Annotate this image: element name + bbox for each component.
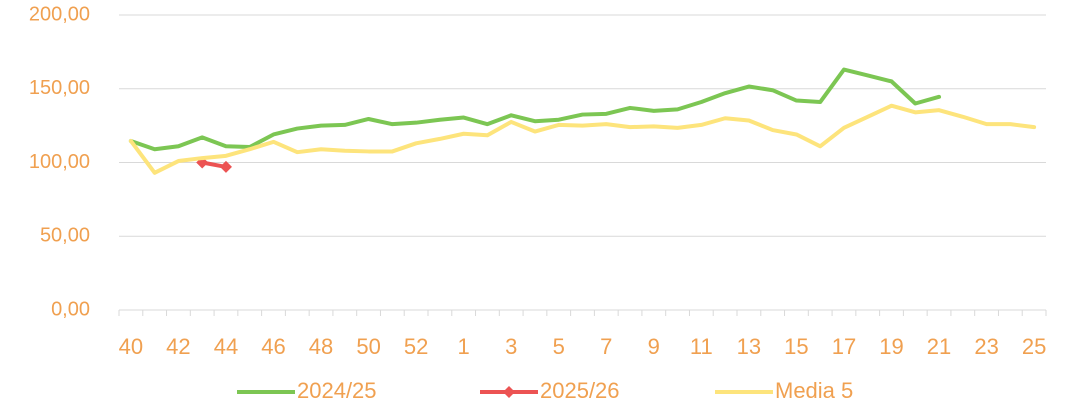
- marker: [219, 160, 232, 173]
- x-tick-label: 1: [458, 334, 470, 359]
- series-line: [128, 103, 1037, 175]
- legend-marker: [503, 386, 515, 398]
- x-tick-label: 23: [974, 334, 998, 359]
- y-tick-label: 100,00: [29, 151, 90, 173]
- x-tick-label: 7: [600, 334, 612, 359]
- series-line: [128, 67, 942, 152]
- x-tick-label: 50: [356, 334, 380, 359]
- y-tick-label: 150,00: [29, 77, 90, 99]
- legend-label: 2024/25: [297, 378, 377, 403]
- y-tick-label: 0,00: [51, 298, 90, 320]
- x-tick-label: 11: [690, 334, 713, 359]
- y-tick-label: 200,00: [29, 3, 90, 25]
- x-tick-label: 25: [1022, 334, 1046, 359]
- x-tick-label: 42: [166, 334, 190, 359]
- x-tick-label: 17: [832, 334, 856, 359]
- x-tick-label: 52: [404, 334, 428, 359]
- x-tick-label: 3: [505, 334, 517, 359]
- x-tick-label: 9: [648, 334, 660, 359]
- x-tick-label: 15: [784, 334, 808, 359]
- x-tick-label: 40: [119, 334, 143, 359]
- x-tick-label: 21: [927, 334, 951, 359]
- legend-label: 2025/26: [540, 378, 620, 403]
- x-tick-label: 5: [553, 334, 565, 359]
- y-tick-label: 50,00: [40, 225, 90, 247]
- x-tick-label: 19: [879, 334, 903, 359]
- x-tick-label: 44: [214, 334, 238, 359]
- x-tick-label: 13: [737, 334, 761, 359]
- legend-label: Media 5: [775, 378, 853, 403]
- x-tick-label: 48: [309, 334, 333, 359]
- x-tick-label: 46: [261, 334, 285, 359]
